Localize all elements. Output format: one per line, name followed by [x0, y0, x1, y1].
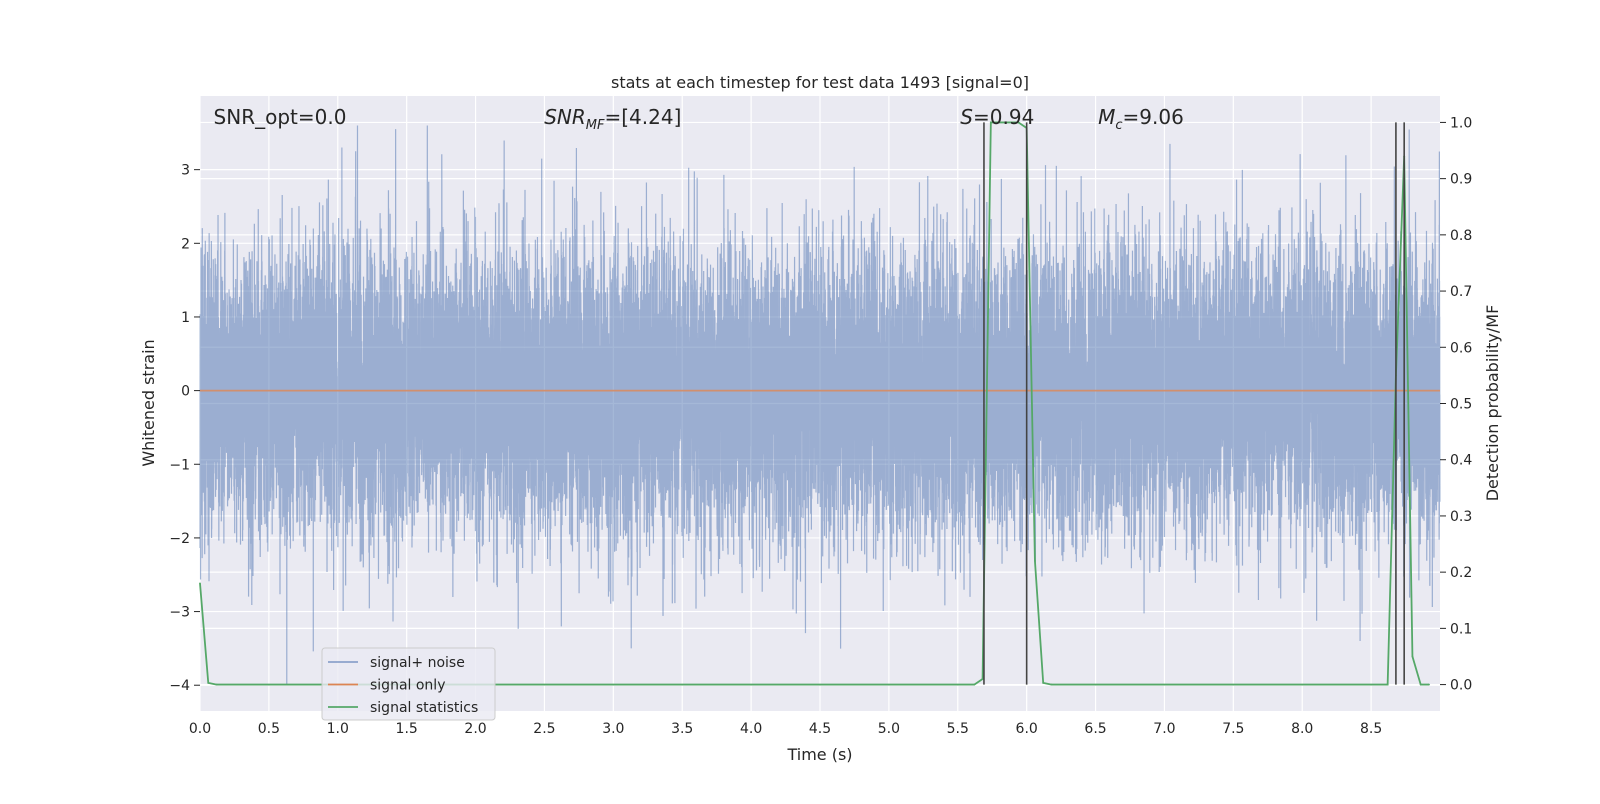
series-line-signal-noise [199, 125, 1441, 686]
x-tick-label: 7.0 [1153, 721, 1175, 737]
statistics-point [1050, 683, 1053, 686]
statistics-point [1428, 683, 1430, 686]
statistics-point [1017, 121, 1020, 124]
legend-entry: signal statistics [370, 700, 478, 716]
x-tick-label: 0.5 [258, 721, 280, 737]
statistics-point [207, 681, 210, 684]
y-right-tick-label: 0.9 [1450, 172, 1472, 188]
statistics-point [981, 678, 984, 680]
x-tick-label: 2.5 [533, 721, 555, 737]
y-tick-label: 2 [181, 236, 190, 252]
x-tick-label: 8.0 [1291, 721, 1313, 737]
x-tick-label: 3.0 [602, 721, 624, 737]
axes: 0.0 0.5 1.0 1.5 2.0 2.5 3.0 3.5 4.0 4.5 5.0 5.5 6.0 6… [169, 115, 1472, 737]
detection-markers [983, 122, 1405, 685]
y-axis-right-label: Detection probability/MF [1483, 305, 1502, 502]
y-axis-label: Whitened strain [139, 339, 158, 466]
x-tick-label: 1.5 [396, 721, 418, 737]
y-right-tick-label: 0.0 [1450, 678, 1472, 694]
annotation-snr_mf: SNRMF=[4.24] [544, 105, 681, 133]
statistics-point [989, 121, 992, 124]
statistics-point [1386, 683, 1389, 686]
statistics-point [973, 683, 976, 686]
legend-box [321, 647, 496, 721]
y-tick-label: −2 [169, 531, 190, 547]
y-tick-label: −3 [169, 605, 190, 621]
y-right-tick-label: 0.2 [1450, 565, 1472, 581]
annotation-mc: Mc=9.06 [1098, 105, 1184, 133]
annotation-snr_opt: SNR_opt=0.0 [214, 105, 347, 129]
y-right-tick-label: 0.6 [1450, 340, 1472, 356]
x-tick-label: 5.5 [947, 721, 969, 737]
x-tick-label: 8.5 [1360, 721, 1382, 737]
y-tick-label: −1 [169, 457, 190, 473]
statistics-point [1411, 655, 1414, 658]
y-tick-label: 1 [181, 310, 190, 326]
annotation-s: S=0.94 [960, 105, 1034, 129]
statistics-point [1042, 681, 1045, 684]
y-tick-label: 3 [181, 163, 190, 179]
x-tick-label: 3.5 [671, 721, 693, 737]
x-axis-label: Time (s) [786, 745, 852, 764]
statistics-point [1034, 560, 1036, 562]
y-right-tick-label: 0.7 [1450, 284, 1472, 300]
legend-entry: signal+ noise [370, 655, 465, 671]
y-right-tick-label: 0.4 [1450, 453, 1472, 469]
y-right-tick-label: 0.1 [1450, 621, 1472, 637]
x-tick-label: 4.5 [809, 721, 831, 737]
y-right-tick-label: 0.8 [1450, 228, 1472, 244]
annotations: SNR_opt=0.0 SNRMF=[4.24] S=0.94 Mc=9.06 [214, 105, 1184, 133]
x-tick-label: 6.5 [1084, 721, 1106, 737]
y-right-tick-label: 0.3 [1450, 509, 1472, 525]
y-right-tick-label: 1.0 [1450, 115, 1472, 131]
x-tick-label: 1.0 [327, 721, 349, 737]
series-signal-statistics [199, 121, 1430, 686]
statistics-point [199, 582, 201, 585]
legend: signal+ noise signal only signal statistic… [321, 647, 496, 721]
x-tick-label: 6.0 [1016, 721, 1038, 737]
x-tick-label: 4.0 [740, 721, 762, 737]
statistics-point [998, 121, 1001, 124]
statistics-point [1419, 683, 1422, 686]
legend-entry: signal only [370, 678, 445, 694]
y-right-tick-label: 0.5 [1450, 397, 1472, 413]
x-tick-label: 5.0 [878, 721, 900, 737]
y-tick-label: 0 [181, 384, 190, 400]
x-tick-label: 2.0 [464, 721, 486, 737]
x-tick-label: 0.0 [189, 721, 211, 737]
x-tick-label: 7.5 [1222, 721, 1244, 737]
series-line-signal-statistics [199, 121, 1429, 686]
series-signal-noise [199, 125, 1441, 686]
y-tick-label: −4 [169, 678, 190, 694]
statistics-point [215, 683, 218, 686]
chart-title: stats at each timestep for test data 149… [611, 73, 1029, 92]
